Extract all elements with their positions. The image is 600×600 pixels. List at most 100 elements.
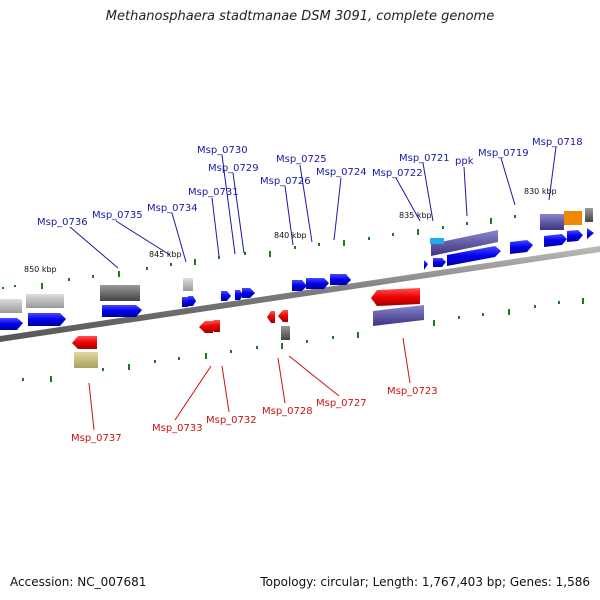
forward-gene: [424, 260, 428, 270]
leader-line: [395, 177, 421, 222]
gene-label: Msp_0725: [276, 154, 327, 165]
tick-mark: [178, 357, 180, 360]
tick-mark: [343, 240, 345, 246]
tick-mark: [128, 364, 130, 370]
gene-label: Msp_0726: [260, 176, 311, 187]
tick-mark: [2, 287, 4, 289]
tick-mark: [368, 237, 370, 240]
feature-block: [0, 299, 22, 313]
tick-mark: [170, 263, 172, 266]
feature-block: [26, 294, 64, 308]
gene-label: Msp_0721: [399, 153, 450, 164]
reverse-gene: [72, 336, 97, 349]
forward-gene: [242, 288, 255, 298]
tick-mark: [22, 378, 24, 381]
tick-mark: [68, 278, 70, 281]
tick-mark: [558, 301, 560, 304]
gene-label: ppk: [455, 156, 474, 167]
tick-mark: [514, 215, 516, 218]
feature-block: [540, 214, 564, 230]
tick-mark: [41, 283, 43, 289]
reverse-gene: [278, 310, 288, 322]
tick-mark: [357, 332, 359, 338]
leader-line: [221, 365, 230, 413]
gene-label: Msp_0718: [532, 137, 583, 148]
accession-text: Accession: NC_007681: [10, 575, 147, 589]
tick-mark: [230, 350, 232, 353]
forward-gene: [221, 291, 231, 301]
kbp-label: 845 kbp: [149, 250, 182, 259]
leader-line: [422, 162, 434, 222]
forward-gene: [28, 313, 66, 326]
leader-line: [232, 172, 245, 254]
tick-mark: [417, 229, 419, 235]
tick-marks: [2, 215, 584, 382]
forward-gene: [447, 246, 501, 266]
tick-mark: [306, 340, 308, 343]
leader-line: [171, 212, 187, 263]
bottom-gene-labels: Msp_0737 Msp_0733 Msp_0732 Msp_0728 Msp_…: [71, 386, 438, 444]
gene-label: Msp_0733: [152, 423, 203, 434]
leader-line: [221, 154, 236, 255]
tick-mark: [118, 271, 120, 277]
reverse-gene: [199, 321, 213, 333]
tick-mark: [482, 313, 484, 316]
gene-label: Msp_0724: [316, 167, 367, 178]
tick-mark: [582, 298, 584, 304]
gene-label: Msp_0730: [197, 145, 248, 156]
tick-mark: [269, 251, 271, 257]
tick-mark: [458, 316, 460, 319]
gene-label: Msp_0736: [37, 217, 88, 228]
forward-gene: [292, 280, 307, 291]
leader-line: [500, 157, 516, 206]
gene-label: Msp_0732: [206, 415, 257, 426]
tick-mark: [392, 233, 394, 236]
gene-label: Msp_0737: [71, 433, 122, 444]
tick-mark: [205, 353, 207, 359]
tick-mark: [281, 343, 283, 349]
reverse-gene: [208, 320, 220, 332]
forward-gene: [544, 234, 567, 247]
forward-gene: [567, 230, 583, 242]
reverse-strand-features: [72, 288, 424, 368]
feature-block: [431, 230, 498, 256]
forward-gene: [0, 318, 23, 330]
leader-line: [174, 365, 212, 421]
leader-line: [69, 226, 119, 269]
gene-label: Msp_0722: [372, 168, 423, 179]
feature-block: [430, 238, 444, 244]
feature-block: [585, 208, 593, 222]
reverse-gene: [267, 311, 275, 323]
reverse-gene: [371, 288, 420, 306]
top-leader-lines: [69, 146, 557, 269]
leader-line: [211, 197, 220, 257]
gene-label: Msp_0723: [387, 386, 438, 397]
tick-mark: [102, 368, 104, 371]
leader-line: [288, 355, 340, 397]
feature-block: [564, 211, 582, 225]
feature-block: [183, 278, 193, 291]
kbp-label: 835 kbp: [399, 211, 432, 220]
feature-block: [281, 326, 290, 340]
tick-mark: [332, 336, 334, 339]
forward-gene: [510, 240, 533, 254]
tick-mark: [14, 285, 16, 287]
tick-mark: [466, 222, 468, 225]
bottom-leader-lines: [88, 337, 411, 431]
leader-line: [284, 185, 294, 246]
tick-mark: [218, 256, 220, 259]
tick-mark: [508, 309, 510, 315]
tick-mark: [146, 267, 148, 270]
feature-block: [373, 305, 424, 326]
gene-label: Msp_0719: [478, 148, 529, 159]
tick-mark: [442, 226, 444, 229]
genome-backbone: [0, 246, 600, 342]
forward-gene: [235, 290, 243, 300]
leader-line: [299, 164, 313, 243]
genome-title: Methanosphaera stadtmanae DSM 3091, comp…: [105, 9, 495, 24]
leader-line: [333, 177, 342, 241]
tick-mark: [294, 246, 296, 249]
gene-label: Msp_0734: [147, 203, 198, 214]
tick-mark: [490, 218, 492, 224]
